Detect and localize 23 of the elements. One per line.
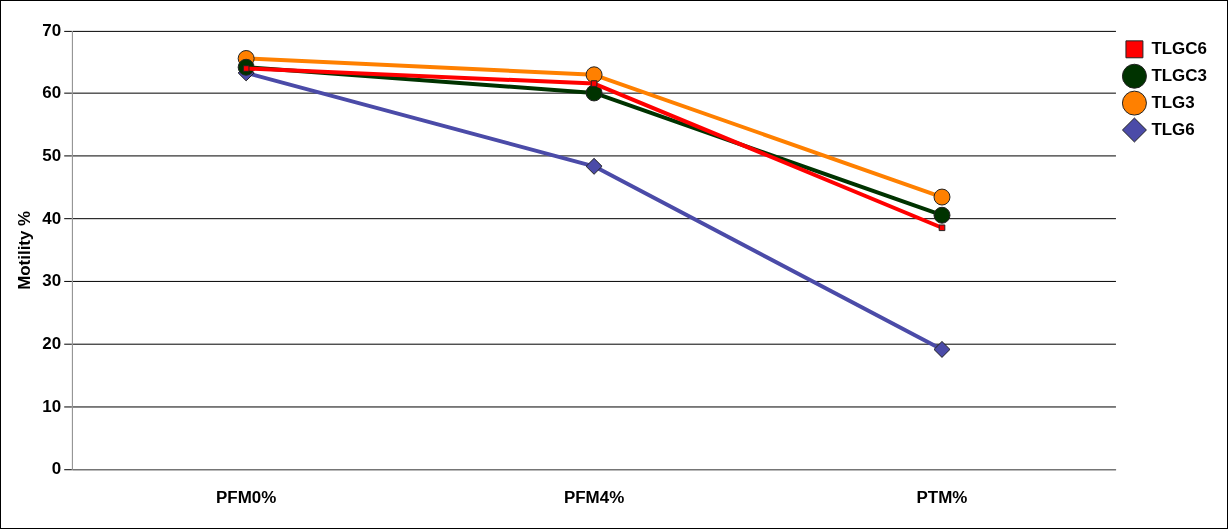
point — [585, 84, 603, 102]
y-tick-label: 70 — [42, 20, 62, 40]
y-axis-title: Motility % — [14, 210, 34, 290]
y-tick-label: 0 — [51, 459, 62, 479]
point — [938, 224, 946, 232]
point — [933, 206, 951, 224]
legend-label: TLG3 — [1151, 92, 1195, 112]
x-tick-label: PTM% — [916, 487, 968, 507]
y-tick-label: 30 — [42, 271, 62, 291]
legend-label: TLGC3 — [1151, 65, 1207, 85]
legend-label: TLG6 — [1151, 119, 1195, 139]
point — [585, 157, 603, 175]
point — [933, 340, 951, 358]
point — [590, 80, 598, 87]
x-tick-label: PFM0% — [216, 487, 277, 507]
point — [933, 188, 951, 206]
y-tick-label: 50 — [42, 145, 62, 165]
y-tick-label: 20 — [42, 334, 62, 354]
y-tick-label: 60 — [42, 83, 62, 103]
legend-label: TLGC6 — [1151, 39, 1207, 58]
y-tick-label: 10 — [42, 396, 62, 416]
y-tick-label: 40 — [42, 208, 62, 228]
x-tick-label: PFM4% — [563, 487, 625, 507]
